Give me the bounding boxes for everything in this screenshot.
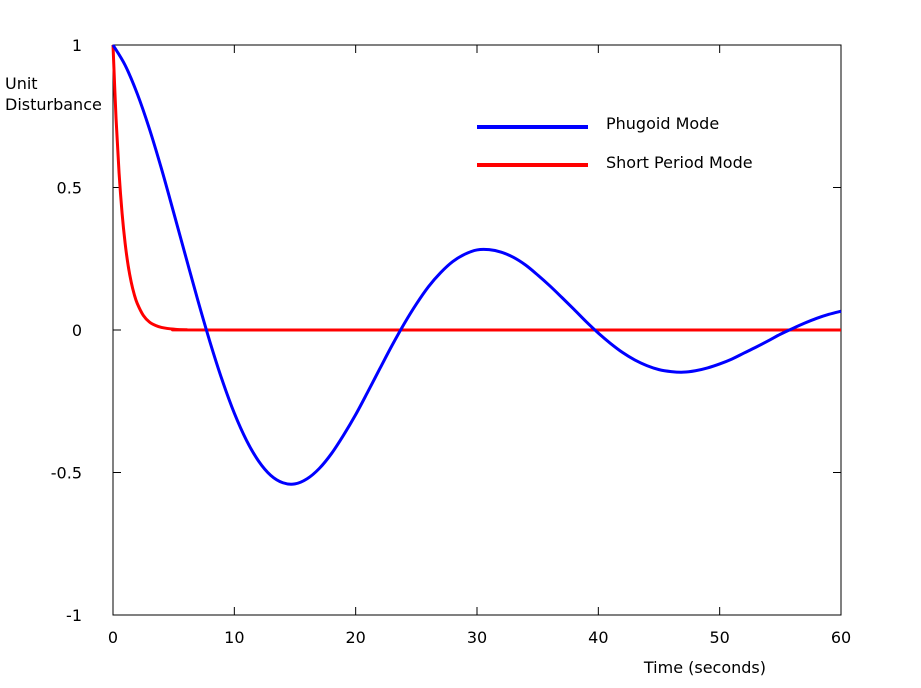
x-tick-label: 30 — [467, 628, 487, 647]
ticks: 0 10 20 30 40 50 60 1 0.5 0 -0.5 -1 — [51, 36, 851, 647]
series-lines — [111, 44, 842, 486]
y-axis-label-line2: Disturbance — [5, 95, 102, 114]
y-tick-label: -1 — [66, 606, 82, 625]
x-tick-label: 20 — [345, 628, 365, 647]
series-line-phugoid-mode — [111, 44, 842, 486]
y-tick-label: 0.5 — [57, 179, 82, 198]
x-tick-label: 40 — [588, 628, 608, 647]
legend-label-short-period: Short Period Mode — [606, 153, 753, 172]
y-tick-label: 0 — [72, 321, 82, 340]
legend-label-phugoid: Phugoid Mode — [606, 114, 719, 133]
x-tick-label: 0 — [108, 628, 118, 647]
x-axis-label: Time (seconds) — [643, 658, 766, 677]
y-tick-label: 1 — [72, 36, 82, 55]
x-tick-label: 10 — [224, 628, 244, 647]
series-line-short-period-mode — [111, 44, 842, 332]
x-tick-label: 50 — [709, 628, 729, 647]
y-axis-label-line1: Unit — [5, 74, 38, 93]
y-tick-label: -0.5 — [51, 464, 82, 483]
x-tick-label: 60 — [831, 628, 851, 647]
legend: Phugoid Mode Short Period Mode — [477, 114, 753, 172]
